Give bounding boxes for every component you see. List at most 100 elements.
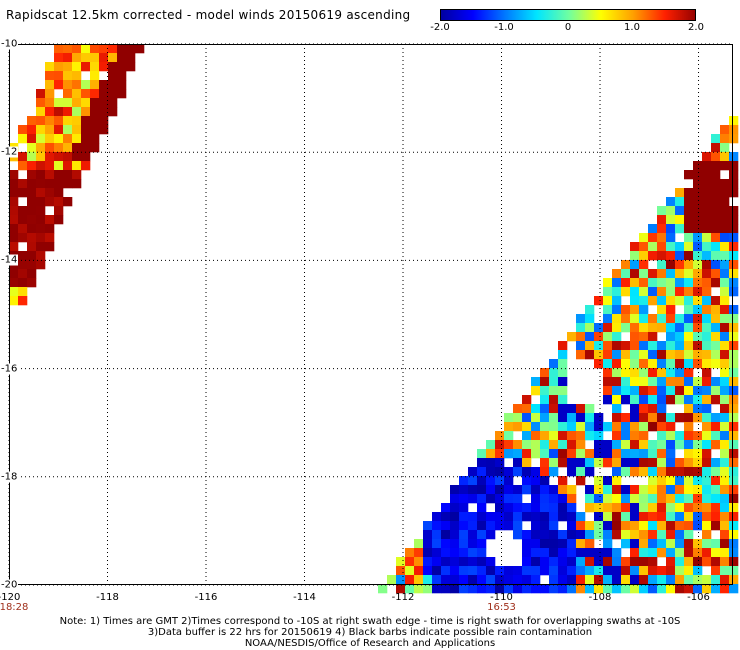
wind-cell bbox=[423, 548, 433, 558]
wind-cell bbox=[477, 548, 487, 558]
wind-cell bbox=[657, 260, 667, 270]
wind-cell bbox=[495, 431, 505, 441]
wind-cell bbox=[729, 476, 739, 486]
wind-cell bbox=[621, 440, 631, 450]
wind-cell bbox=[477, 449, 487, 459]
wind-cell bbox=[702, 422, 712, 432]
wind-cell bbox=[729, 449, 739, 459]
wind-cell bbox=[729, 224, 739, 234]
wind-cell bbox=[657, 350, 667, 360]
wind-cell bbox=[405, 557, 415, 567]
wind-cell bbox=[630, 440, 640, 450]
wind-cell bbox=[657, 314, 667, 324]
wind-cell bbox=[72, 179, 82, 189]
wind-cell bbox=[18, 260, 28, 270]
wind-cell bbox=[63, 179, 73, 189]
wind-cell bbox=[585, 530, 595, 540]
wind-cell bbox=[90, 98, 100, 108]
note-line-2: 3)Data buffer is 22 hrs for 20150619 4) … bbox=[147, 627, 593, 638]
wind-cell bbox=[585, 350, 595, 360]
wind-cell bbox=[711, 458, 721, 468]
wind-cell bbox=[63, 71, 73, 81]
wind-cell bbox=[648, 413, 658, 423]
wind-cell bbox=[684, 404, 694, 414]
wind-cell bbox=[576, 413, 586, 423]
wind-cell bbox=[729, 530, 739, 540]
wind-cell bbox=[486, 440, 496, 450]
wind-cell bbox=[567, 467, 577, 477]
wind-cell bbox=[477, 485, 487, 495]
wind-cell bbox=[612, 575, 622, 585]
wind-cell bbox=[468, 485, 478, 495]
wind-cell bbox=[36, 143, 46, 153]
wind-cell bbox=[81, 98, 91, 108]
wind-cell bbox=[513, 404, 523, 414]
wind-cell bbox=[720, 350, 730, 360]
wind-cell bbox=[450, 494, 460, 504]
wind-cell bbox=[729, 539, 739, 549]
wind-cell bbox=[576, 584, 586, 594]
wind-cell bbox=[504, 521, 514, 531]
wind-cell bbox=[693, 503, 703, 513]
wind-cell bbox=[540, 584, 550, 594]
wind-cell bbox=[72, 152, 82, 162]
wind-cell bbox=[567, 557, 577, 567]
wind-cell bbox=[63, 143, 73, 153]
wind-cell bbox=[720, 269, 730, 279]
wind-cell bbox=[639, 368, 649, 378]
wind-cell bbox=[594, 557, 604, 567]
wind-cell bbox=[684, 458, 694, 468]
wind-cell bbox=[630, 413, 640, 423]
wind-cell bbox=[702, 521, 712, 531]
wind-cell bbox=[630, 332, 640, 342]
wind-cell bbox=[675, 503, 685, 513]
wind-cell bbox=[711, 377, 721, 387]
wind-cell bbox=[576, 521, 586, 531]
wind-cell bbox=[549, 431, 559, 441]
wind-cell bbox=[639, 332, 649, 342]
wind-cell bbox=[648, 422, 658, 432]
wind-cell bbox=[684, 197, 694, 207]
wind-cell bbox=[612, 332, 622, 342]
wind-cell bbox=[693, 251, 703, 261]
wind-cell bbox=[585, 467, 595, 477]
wind-cell bbox=[513, 458, 523, 468]
wind-cell bbox=[27, 152, 37, 162]
wind-cell bbox=[81, 143, 91, 153]
wind-cell bbox=[612, 287, 622, 297]
wind-cell bbox=[72, 62, 82, 72]
wind-cell bbox=[675, 386, 685, 396]
wind-cell bbox=[612, 377, 622, 387]
wind-cell bbox=[621, 467, 631, 477]
wind-cell bbox=[603, 377, 613, 387]
wind-cell bbox=[585, 413, 595, 423]
wind-cell bbox=[513, 413, 523, 423]
wind-cell bbox=[711, 440, 721, 450]
wind-cell bbox=[702, 188, 712, 198]
wind-cell bbox=[45, 179, 55, 189]
wind-cell bbox=[45, 143, 55, 153]
wind-cell bbox=[612, 323, 622, 333]
wind-cell bbox=[117, 44, 127, 54]
wind-cell bbox=[108, 62, 118, 72]
wind-cell bbox=[567, 494, 577, 504]
wind-cell bbox=[621, 557, 631, 567]
wind-cell bbox=[63, 107, 73, 117]
wind-cell bbox=[657, 548, 667, 558]
wind-cell bbox=[675, 575, 685, 585]
wind-cell bbox=[684, 233, 694, 243]
wind-cell bbox=[459, 575, 469, 585]
wind-cell bbox=[126, 44, 136, 54]
wind-cell bbox=[495, 512, 505, 522]
wind-cell bbox=[720, 332, 730, 342]
wind-cell bbox=[684, 485, 694, 495]
wind-cell bbox=[414, 566, 424, 576]
wind-cell bbox=[666, 431, 676, 441]
wind-cell bbox=[621, 512, 631, 522]
wind-cell bbox=[558, 494, 568, 504]
wind-cell bbox=[63, 98, 73, 108]
wind-cell bbox=[567, 431, 577, 441]
wind-cell bbox=[657, 287, 667, 297]
wind-cell bbox=[45, 170, 55, 180]
wind-cell bbox=[621, 386, 631, 396]
